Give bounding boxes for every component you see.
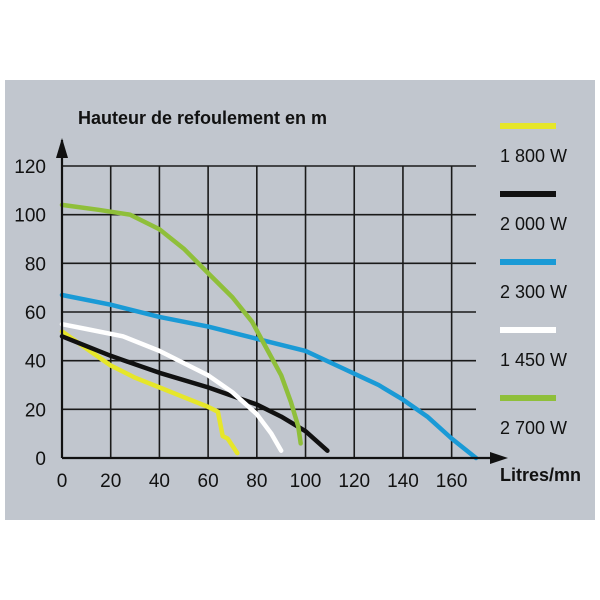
legend-label: 2 300 W: [500, 282, 567, 302]
x-axis-arrow-icon: [490, 452, 508, 464]
x-axis-title: Litres/mn: [500, 465, 581, 485]
x-tick-label: 80: [246, 471, 267, 492]
series-lines: [59, 202, 479, 461]
x-tick-label: 0: [57, 471, 68, 492]
grid: [62, 165, 476, 458]
x-tick-label: 40: [149, 471, 170, 492]
legend: 1 800 W 2 000 W 2 300 W 1 450 W 2 700 W: [500, 123, 567, 438]
legend-label: 2 700 W: [500, 418, 567, 438]
chart-panel: [5, 80, 595, 520]
y-axis-arrow-icon: [56, 138, 68, 158]
legend-label: 1 800 W: [500, 146, 567, 166]
y-tick-label: 120: [14, 157, 46, 178]
x-tick-label: 160: [436, 471, 468, 492]
series-line-2: [59, 334, 330, 453]
tick-labels: 0 20 40 60 80 100 120 0 20 40 60 80 100 120 140 160: [14, 157, 467, 492]
y-axis-title: Hauteur de refoulement en m: [78, 108, 327, 128]
y-tick-label: 60: [25, 303, 46, 324]
legend-label: 1 450 W: [500, 350, 567, 370]
x-tick-label: 20: [100, 471, 121, 492]
x-tick-label: 100: [290, 471, 322, 492]
y-tick-label: 20: [25, 400, 46, 421]
legend-label: 2 000 W: [500, 214, 567, 234]
y-tick-label: 0: [35, 449, 46, 470]
series-line-4: [59, 321, 284, 453]
y-tick-label: 40: [25, 352, 46, 373]
x-tick-label: 140: [387, 471, 419, 492]
series-line-1: [59, 329, 240, 456]
axes: [56, 138, 508, 464]
y-tick-label: 100: [14, 206, 46, 227]
y-tick-label: 80: [25, 254, 46, 275]
series-line-5: [59, 202, 303, 446]
x-tick-label: 120: [338, 471, 370, 492]
x-tick-label: 60: [198, 471, 219, 492]
series-line-3: [59, 292, 479, 461]
